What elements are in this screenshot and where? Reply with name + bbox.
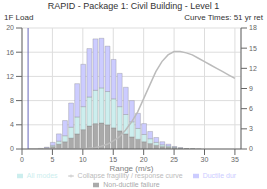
svg-text:30: 30 (201, 156, 209, 163)
svg-text:4: 4 (10, 121, 14, 128)
html-text:1F Load: 1F Load (4, 13, 34, 22)
svg-text:8: 8 (10, 97, 14, 104)
svg-text:5: 5 (50, 156, 54, 163)
svg-text:12: 12 (8, 73, 14, 80)
html-text:RAPID - Package 1: Civil Build: RAPID - Package 1: Civil Building - Leve… (47, 1, 220, 11)
svg-text:18: 18 (249, 24, 257, 31)
html-text:Non-ductile failure: Non-ductile failure (103, 181, 160, 188)
svg-text:6: 6 (249, 105, 253, 112)
html-text:All modes: All modes (26, 172, 58, 179)
svg-text:9: 9 (249, 85, 253, 92)
svg-text:0: 0 (20, 156, 24, 163)
svg-text:16: 16 (8, 49, 14, 56)
html-text:Collapse fragility / response: Collapse fragility / response curve (77, 172, 183, 179)
svg-text:35: 35 (231, 156, 239, 163)
svg-text:15: 15 (249, 45, 257, 52)
html-text:Ductile dur: Ductile dur (202, 172, 237, 179)
svg-text:0: 0 (249, 145, 253, 152)
svg-text:Range (m/s): Range (m/s) (109, 164, 153, 173)
svg-text:20: 20 (140, 156, 148, 163)
svg-text:0: 0 (10, 145, 14, 152)
svg-text:10: 10 (79, 156, 87, 163)
html-text:Curve Times: 51 yr ret: Curve Times: 51 yr ret (184, 13, 263, 22)
svg-text:12: 12 (249, 65, 257, 72)
svg-text:3: 3 (249, 125, 253, 132)
svg-text:20: 20 (8, 24, 14, 31)
svg-text:25: 25 (170, 156, 178, 163)
svg-text:15: 15 (109, 156, 117, 163)
